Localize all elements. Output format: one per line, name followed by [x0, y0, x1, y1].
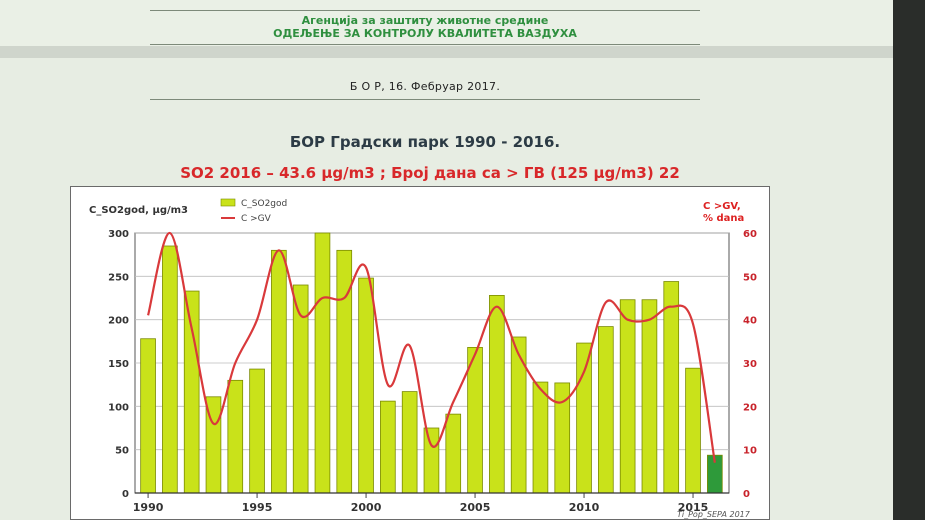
bar-1999 [336, 249, 353, 494]
bar-2003 [423, 427, 440, 494]
slide-header-area: Агенција за заштиту животне средине ОДЕЉ… [0, 0, 893, 46]
y-axis-left-label: C_SO2god, μg/m3 [89, 205, 188, 216]
bar-1990 [140, 338, 156, 494]
y-axis-right-label-1: C >GV, [703, 201, 741, 212]
x-tick-label: 2015 [678, 501, 709, 514]
bar-2007 [510, 336, 527, 494]
bar-2010 [576, 342, 592, 494]
bar-2002 [401, 391, 418, 494]
bar-1998 [314, 232, 331, 494]
y-tick-right: 40 [743, 316, 757, 327]
y-tick-left: 50 [115, 446, 129, 457]
series-line-cgv [147, 231, 716, 463]
y-tick-left: 300 [108, 229, 129, 240]
y-axis-right-label-2: % dana [703, 213, 744, 224]
bar-2015 [685, 367, 701, 494]
x-tick-label: 2005 [460, 501, 491, 514]
agency-name: Агенција за заштиту животне средине [301, 14, 549, 27]
chart-title: БОР Градски парк 1990 - 2016. [289, 133, 561, 151]
bar-1992 [183, 290, 200, 494]
legend-swatch-bar [220, 198, 236, 207]
bar-2006 [489, 295, 505, 494]
x-tick-label: 2000 [351, 501, 382, 514]
bar-1994 [227, 379, 244, 494]
chart-credit: Ti_Pop_SEPA 2017 [677, 510, 751, 519]
header-rule-top [150, 10, 700, 11]
chart-panel: 0 50 100 150 200 250 300 0 10 20 30 40 50 60 1990 1995 2… [70, 186, 770, 520]
bar-1991 [162, 245, 178, 494]
bar-2005 [467, 346, 483, 494]
bar-2008 [532, 381, 549, 494]
x-tick-label: 2010 [569, 501, 600, 514]
y-tick-right: 0 [743, 489, 750, 500]
bar-2012 [619, 299, 636, 494]
bar-1996 [271, 249, 287, 494]
y-tick-left: 150 [108, 359, 129, 370]
y-tick-right: 30 [743, 359, 757, 370]
y-tick-right: 10 [743, 446, 757, 457]
screen-edge [893, 0, 925, 520]
bar-1995 [249, 368, 265, 494]
department-name: ОДЕЉЕЊЕ ЗА КОНТРОЛУ КВАЛИТЕТА ВАЗДУХА [273, 27, 577, 40]
y-tick-left: 250 [108, 272, 129, 283]
bar-2004 [445, 413, 462, 494]
chart-svg: 0 50 100 150 200 250 300 0 10 20 30 40 50 60 1990 1995 2… [89, 198, 757, 519]
bar-2001 [380, 400, 396, 494]
date-rule [150, 99, 700, 100]
y-tick-left: 200 [108, 316, 129, 327]
legend-label-line: C >GV [241, 214, 272, 224]
bar-2014 [663, 281, 680, 494]
y-tick-left: 100 [108, 402, 129, 413]
y-tick-right: 60 [743, 229, 757, 240]
legend-label-bar: C_SO2god [241, 199, 287, 209]
bar-2000 [358, 277, 374, 494]
x-tick-label: 1995 [242, 501, 273, 514]
bar-2013 [641, 299, 658, 494]
x-tick-label: 1990 [133, 501, 164, 514]
chart-subtitle: SO2 2016 – 43.6 μg/m3 ; Број дана са > Г… [180, 164, 680, 182]
bar-2011 [598, 326, 614, 494]
y-tick-right: 50 [743, 272, 757, 283]
header-rule-bottom [150, 44, 700, 45]
y-tick-left: 0 [122, 489, 129, 500]
date-location: Б О Р, 16. Фебруар 2017. [349, 80, 501, 93]
y-tick-right: 20 [743, 402, 757, 413]
